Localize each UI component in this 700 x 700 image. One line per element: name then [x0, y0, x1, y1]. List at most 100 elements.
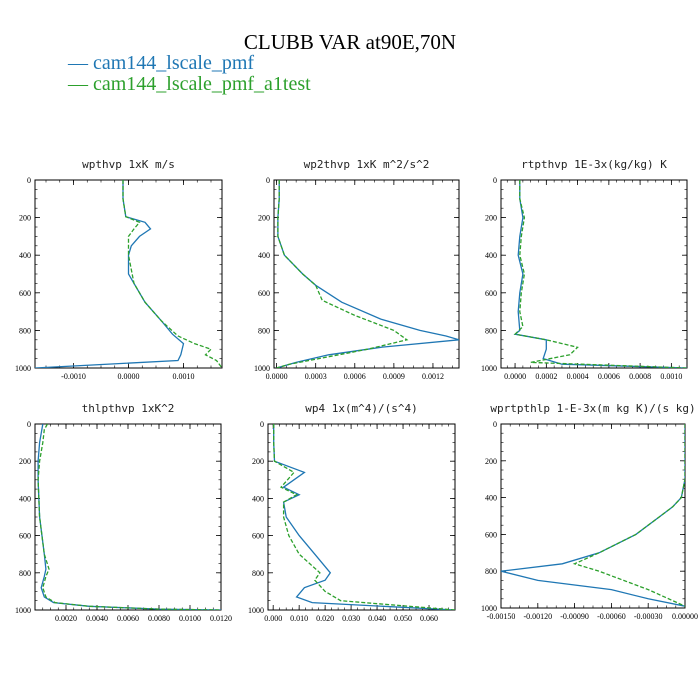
- ytick-label-4-5: 1000: [248, 606, 264, 615]
- ytick-label-2-1: 200: [485, 214, 497, 223]
- xtick-label-3-2: 0.0060: [117, 614, 139, 623]
- plot-frame-3: [34, 423, 222, 611]
- panel-title-5: wprtpthlp 1-E-3x(m kg K)/(s kg): [490, 402, 695, 415]
- ytick-label-3-2: 400: [19, 494, 31, 503]
- xtick-label-2-4: 0.0008: [629, 372, 651, 381]
- ytick-label-4-4: 800: [252, 569, 264, 578]
- ytick-label-2-5: 1000: [481, 364, 497, 373]
- plot-frame-1: [273, 179, 460, 369]
- xtick-label-1-1: 0.0003: [305, 372, 327, 381]
- series-line-5-0: [501, 424, 685, 607]
- series-line-1-1: [276, 180, 409, 368]
- ytick-label-1-2: 400: [258, 251, 270, 260]
- xtick-label-5-3: -0.00060: [597, 612, 626, 621]
- ytick-label-0-0: 0: [27, 176, 31, 185]
- panel-3: thlpthvp 1xK^2 0 200 400 600 800 1000 0.0020 0.0…: [15, 402, 232, 623]
- series-line-3-0: [37, 424, 221, 610]
- ytick-label-0-2: 400: [19, 251, 31, 260]
- ytick-label-4-0: 0: [260, 420, 264, 429]
- series-line-4-0: [273, 424, 455, 610]
- xtick-label-5-0: -0.00150: [487, 612, 516, 621]
- ytick-label-0-5: 1000: [15, 364, 31, 373]
- xtick-label-3-4: 0.0100: [179, 614, 201, 623]
- ytick-label-5-1: 200: [485, 457, 497, 466]
- ytick-label-1-5: 1000: [254, 364, 270, 373]
- panel-5: wprtpthlp 1-E-3x(m kg K)/(s kg) 0 200 400 60…: [481, 402, 698, 621]
- xtick-label-5-4: -0.00030: [634, 612, 663, 621]
- legend-label-0: cam144_lscale_pmf: [93, 52, 255, 74]
- xtick-label-0-0: -0.0010: [61, 372, 86, 381]
- ytick-label-4-3: 600: [252, 532, 264, 541]
- ytick-label-3-5: 1000: [15, 606, 31, 615]
- ytick-label-5-0: 0: [493, 420, 497, 429]
- series-line-5-1: [572, 424, 685, 607]
- ytick-label-3-3: 600: [19, 532, 31, 541]
- legend-line-0: —: [68, 52, 93, 74]
- panel-title-2: rtpthvp 1E-3x(kg/kg) K: [521, 158, 667, 171]
- ytick-label-0-1: 200: [19, 214, 31, 223]
- xtick-label-4-0: 0.000: [264, 614, 282, 623]
- ytick-label-3-1: 200: [19, 457, 31, 466]
- xtick-label-4-6: 0.060: [420, 614, 438, 623]
- plot-frame-4: [267, 423, 456, 611]
- xtick-label-1-3: 0.0009: [383, 372, 405, 381]
- ytick-label-4-2: 400: [252, 494, 264, 503]
- xtick-label-4-2: 0.020: [316, 614, 334, 623]
- panel-title-1: wp2thvp 1xK m^2/s^2: [304, 158, 430, 171]
- xtick-label-1-4: 0.0012: [422, 372, 444, 381]
- ytick-label-4-1: 200: [252, 457, 264, 466]
- ytick-label-2-2: 400: [485, 251, 497, 260]
- ytick-label-3-4: 800: [19, 569, 31, 578]
- ytick-label-5-2: 400: [485, 494, 497, 503]
- xtick-label-2-5: 0.0010: [660, 372, 682, 381]
- xtick-label-5-1: -0.00120: [523, 612, 552, 621]
- ytick-label-5-3: 600: [485, 530, 497, 539]
- xtick-label-4-1: 0.010: [290, 614, 308, 623]
- legend-label-1: cam144_lscale_pmf_a1test: [93, 73, 311, 95]
- xtick-label-2-2: 0.0004: [567, 372, 589, 381]
- series-line-4-1: [273, 424, 455, 610]
- xtick-label-3-0: 0.0020: [55, 614, 77, 623]
- xtick-label-5-2: -0.00090: [560, 612, 589, 621]
- xtick-label-2-1: 0.0002: [535, 372, 557, 381]
- xtick-label-1-2: 0.0006: [344, 372, 366, 381]
- xtick-label-1-0: 0.0000: [266, 372, 288, 381]
- xtick-label-0-1: 0.0000: [118, 372, 140, 381]
- ytick-label-5-5: 1000: [481, 604, 497, 613]
- panel-2: rtpthvp 1E-3x(kg/kg) K 0 200 400 600 800 1000 0…: [481, 158, 688, 381]
- ytick-label-1-3: 600: [258, 289, 270, 298]
- panel-title-3: thlpthvp 1xK^2: [82, 402, 175, 415]
- series-line-2-0: [513, 180, 687, 368]
- xtick-label-4-5: 0.050: [394, 614, 412, 623]
- series-line-1-0: [276, 180, 459, 368]
- panel-title-0: wpthvp 1xK m/s: [82, 158, 175, 171]
- ytick-label-2-3: 600: [485, 289, 497, 298]
- xtick-label-3-5: 0.0120: [210, 614, 232, 623]
- ytick-label-2-0: 0: [493, 176, 497, 185]
- ytick-label-2-4: 800: [485, 326, 497, 335]
- panel-title-4: wp4 1x(m^4)/(s^4): [305, 402, 418, 415]
- legend-item-0: — cam144_lscale_pmf: [68, 52, 254, 75]
- series-line-0-1: [122, 180, 222, 368]
- ytick-label-1-0: 0: [266, 176, 270, 185]
- ytick-label-0-3: 600: [19, 289, 31, 298]
- plot-frame-5: [500, 423, 686, 609]
- xtick-label-2-3: 0.0006: [598, 372, 620, 381]
- plot-frame-2: [500, 179, 688, 369]
- xtick-label-3-3: 0.0080: [148, 614, 170, 623]
- ytick-label-1-1: 200: [258, 214, 270, 223]
- ytick-label-1-4: 800: [258, 326, 270, 335]
- ytick-label-3-0: 0: [27, 420, 31, 429]
- xtick-label-2-0: 0.0000: [504, 372, 526, 381]
- legend-line-1: —: [68, 73, 93, 95]
- figure-title: CLUBB VAR at90E,70N: [243, 30, 457, 54]
- xtick-label-0-2: 0.0010: [173, 372, 195, 381]
- xtick-label-4-4: 0.040: [368, 614, 386, 623]
- ytick-label-5-4: 800: [485, 567, 497, 576]
- panel-0: wpthvp 1xK m/s 0 200 400 600 800 1000 -0.0010 0.…: [15, 158, 223, 381]
- ytick-label-0-4: 800: [19, 326, 31, 335]
- legend-item-1: — cam144_lscale_pmf_a1test: [68, 73, 311, 96]
- xtick-label-3-1: 0.0040: [86, 614, 108, 623]
